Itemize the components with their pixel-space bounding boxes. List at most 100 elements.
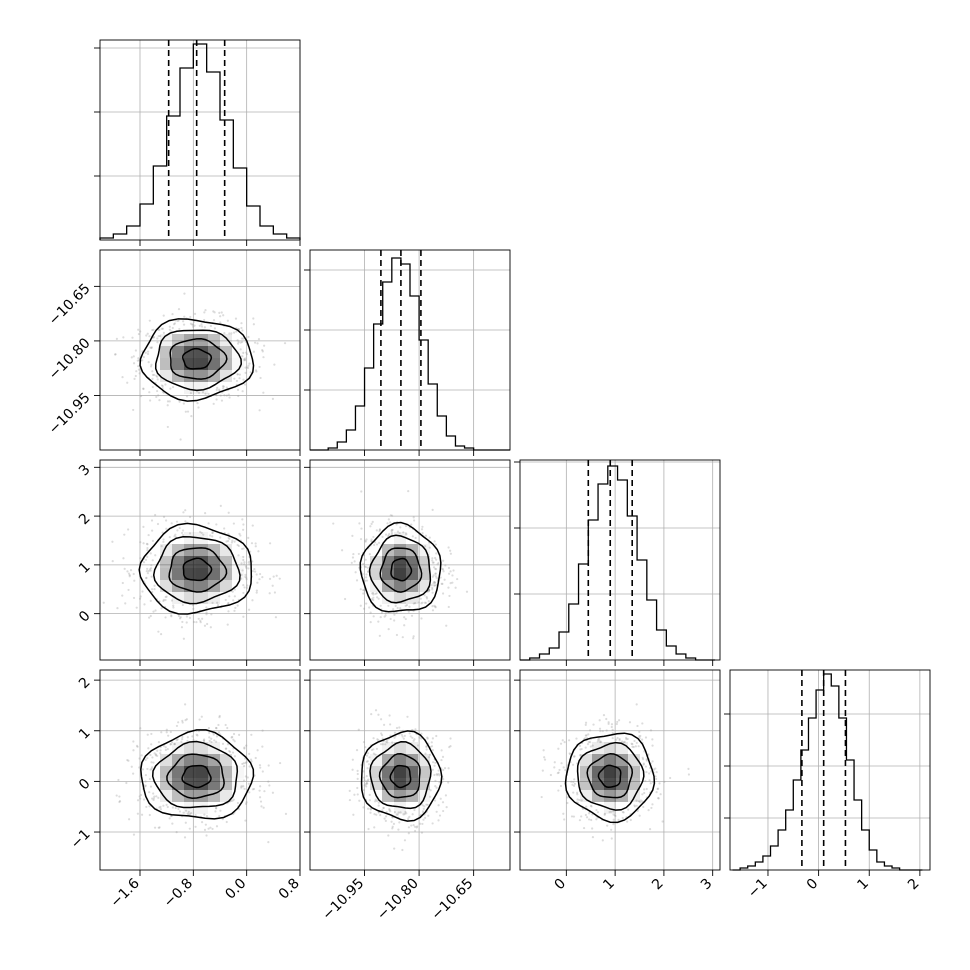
sample-point — [559, 784, 563, 788]
sample-point — [213, 739, 216, 742]
sample-point — [170, 522, 173, 525]
sample-point — [591, 835, 595, 839]
sample-point — [626, 820, 629, 823]
sample-point — [144, 780, 147, 783]
sample-point — [598, 737, 601, 740]
sample-point — [152, 798, 155, 802]
pair-1-contour-1 — [168, 547, 228, 593]
density-cell — [160, 754, 172, 766]
sample-point — [240, 326, 243, 330]
sample-point — [121, 594, 124, 597]
sample-point — [102, 601, 105, 604]
sample-point — [603, 812, 607, 815]
sample-point — [252, 323, 255, 326]
sample-point — [239, 534, 242, 537]
histogram-0-frame — [99, 39, 301, 241]
sample-point — [202, 739, 205, 742]
sample-point — [242, 615, 245, 618]
sample-point — [207, 726, 211, 730]
sample-point — [152, 792, 155, 795]
sample-point — [243, 779, 246, 782]
sample-point — [170, 614, 173, 617]
sample-point — [224, 598, 227, 602]
sample-point — [127, 528, 130, 531]
pair-2-contour-2 — [368, 534, 432, 604]
sample-point — [428, 589, 431, 592]
sample-point — [389, 723, 392, 726]
pair-2-contour-1 — [379, 547, 423, 593]
sample-point — [631, 742, 634, 746]
sample-point — [375, 592, 378, 595]
sample-point — [655, 777, 658, 781]
sample-point — [405, 812, 408, 815]
sample-point — [393, 613, 396, 616]
sample-point — [231, 735, 234, 739]
sample-point — [416, 825, 419, 828]
sample-point — [150, 743, 153, 746]
sample-point — [645, 770, 648, 774]
sample-point — [449, 582, 452, 585]
sample-point — [241, 518, 244, 521]
sample-point — [423, 805, 426, 808]
sample-point — [200, 323, 203, 326]
sample-point — [151, 756, 154, 759]
sample-point — [366, 566, 369, 569]
sample-point — [224, 723, 227, 727]
sample-point — [601, 839, 604, 842]
x-tick-label-3-2: 1 — [854, 876, 872, 894]
sample-point — [152, 328, 155, 331]
sample-point — [366, 767, 369, 770]
sample-point — [151, 385, 154, 389]
sample-point — [434, 556, 437, 560]
sample-point — [243, 765, 246, 768]
sample-point — [448, 746, 451, 749]
sample-point — [139, 727, 142, 730]
pair-5-contour-0 — [597, 764, 622, 789]
sample-point — [411, 736, 414, 739]
sample-point — [429, 795, 432, 798]
sample-point — [399, 526, 402, 529]
sample-point — [404, 810, 407, 814]
sample-point — [146, 543, 149, 546]
sample-point — [411, 813, 414, 816]
sample-point — [364, 746, 367, 749]
sample-point — [617, 719, 621, 722]
sample-point — [215, 523, 218, 526]
density-cell — [382, 778, 394, 790]
sample-point — [340, 549, 344, 552]
sample-point — [581, 807, 585, 811]
sample-point — [440, 749, 443, 752]
sample-point — [407, 489, 410, 493]
sample-point — [393, 736, 396, 739]
sample-point — [433, 584, 437, 587]
pair-3-contour-1 — [166, 753, 225, 799]
sample-point — [638, 730, 641, 733]
sample-point — [425, 745, 428, 748]
sample-point — [425, 748, 428, 751]
sample-point — [238, 532, 241, 535]
sample-point — [215, 388, 218, 392]
sample-point — [375, 529, 378, 532]
sample-point — [386, 739, 389, 742]
sample-point — [221, 742, 225, 745]
sample-point — [218, 814, 221, 818]
histogram-panel-3 — [724, 669, 931, 876]
sample-point — [151, 559, 154, 562]
sample-point — [414, 536, 417, 540]
sample-point — [118, 799, 122, 803]
density-cell — [418, 766, 430, 778]
sample-point — [267, 841, 270, 844]
sample-point — [166, 805, 169, 809]
sample-point — [251, 570, 254, 573]
sample-point — [228, 332, 231, 335]
sample-point — [401, 636, 404, 639]
sample-point — [395, 813, 398, 816]
sample-point — [661, 820, 664, 823]
sample-point — [433, 581, 437, 584]
pair-3-samples — [115, 703, 288, 844]
sample-point — [238, 377, 241, 380]
sample-point — [442, 809, 445, 813]
sample-point — [173, 742, 176, 746]
density-cell — [418, 556, 430, 568]
sample-point — [359, 588, 362, 591]
